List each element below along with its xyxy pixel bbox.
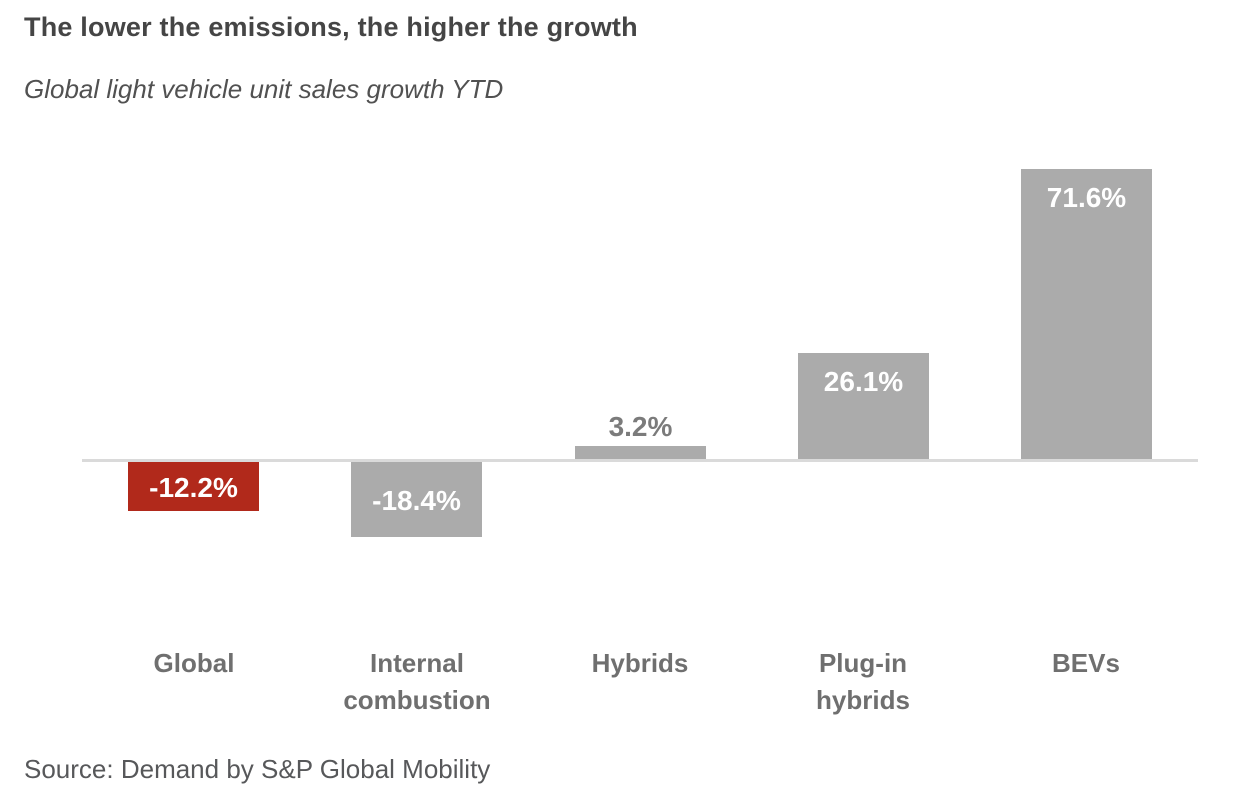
bar-global [128,462,259,511]
bar-plug-in-hybrids [798,353,929,459]
category-label-plug-in-hybrids: Plug-in hybrids [816,648,910,715]
chart-subtitle: Global light vehicle unit sales growth Y… [24,74,504,104]
bar-bevs [1021,169,1152,459]
value-label-hybrids: 3.2% [608,411,673,442]
value-label-bevs: 71.6% [1046,182,1127,213]
category-label-bevs: BEVs [1052,648,1120,678]
source-note: Source: Demand by S&P Global Mobility [24,754,491,784]
chart-title: The lower the emissions, the higher the … [24,12,638,42]
bar-internal-combustion [351,462,482,537]
category-label-global: Global [153,648,235,678]
category-label-hybrids: Hybrids [591,648,689,678]
zero-axis-line [82,459,1198,462]
value-label-internal-combustion: -18.4% [372,485,461,516]
value-label-plug-in-hybrids: 26.1% [823,366,904,397]
category-label-internal-combustion: Internal combustion [343,648,491,715]
value-label-global: -12.2% [149,472,238,503]
bar-hybrids [575,446,706,459]
